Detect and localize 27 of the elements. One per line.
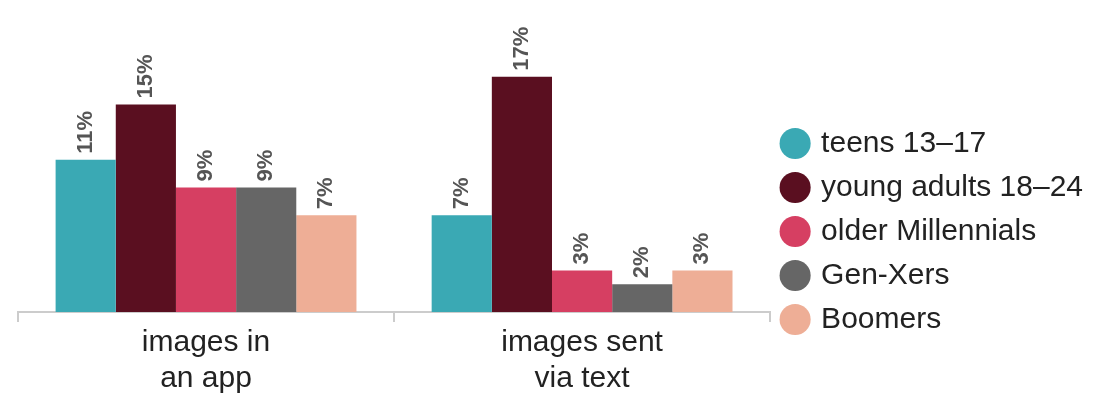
legend-label: teens 13–17	[821, 124, 987, 158]
x-tick-label: images sent via text	[501, 324, 664, 394]
data-label: 15%	[131, 54, 157, 99]
data-label: 11%	[71, 111, 97, 154]
bar	[491, 76, 552, 312]
data-label: 7%	[447, 177, 473, 210]
legend-label: Boomers	[821, 300, 942, 334]
bar	[175, 187, 237, 312]
data-label: 9%	[192, 149, 218, 182]
bar	[115, 104, 176, 312]
legend-label: Gen-Xers	[821, 256, 950, 290]
data-label: 9%	[252, 149, 278, 182]
legend-label: young adults 18–24	[821, 168, 1084, 202]
bar	[296, 215, 357, 312]
data-label: 7%	[312, 177, 338, 210]
legend-label: older Millennials	[821, 212, 1037, 246]
data-label: 3%	[688, 232, 714, 265]
bar	[55, 159, 116, 312]
bar	[612, 284, 673, 312]
bar	[431, 215, 492, 312]
data-label: 17%	[507, 26, 533, 71]
data-label: 2%	[628, 246, 654, 279]
bar	[552, 270, 613, 312]
x-tick-label: images in an app	[141, 324, 271, 394]
bar	[236, 187, 297, 312]
data-label: 3%	[568, 232, 594, 265]
bar	[672, 270, 733, 312]
